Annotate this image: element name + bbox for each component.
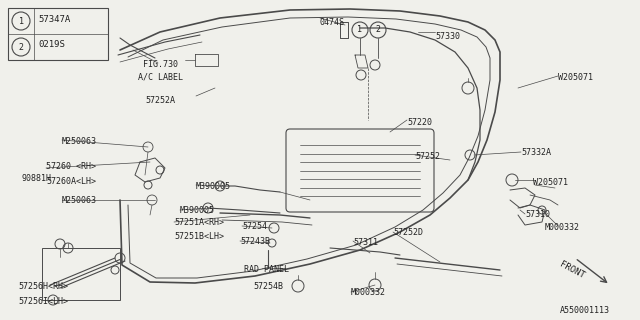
Text: 57330: 57330 bbox=[435, 32, 460, 41]
Text: M000332: M000332 bbox=[545, 223, 580, 232]
Text: W205071: W205071 bbox=[533, 178, 568, 187]
Text: A550001113: A550001113 bbox=[560, 306, 610, 315]
Text: 57252D: 57252D bbox=[393, 228, 423, 237]
Bar bbox=[42, 248, 120, 300]
Text: M000332: M000332 bbox=[351, 288, 386, 297]
Text: RAD PANEL: RAD PANEL bbox=[244, 265, 289, 274]
Text: M390005: M390005 bbox=[196, 182, 231, 191]
Bar bbox=[8, 8, 108, 60]
Text: 57260 <RH>: 57260 <RH> bbox=[46, 162, 96, 171]
Text: 90881H: 90881H bbox=[22, 174, 52, 183]
Text: 0474S: 0474S bbox=[320, 18, 345, 27]
Text: 2: 2 bbox=[376, 26, 381, 35]
Text: 57332A: 57332A bbox=[521, 148, 551, 157]
Text: 57220: 57220 bbox=[407, 118, 432, 127]
Text: 57251A<RH>: 57251A<RH> bbox=[174, 218, 224, 227]
Text: M250063: M250063 bbox=[62, 137, 97, 146]
Text: A/C LABEL: A/C LABEL bbox=[138, 73, 183, 82]
Text: W205071: W205071 bbox=[558, 73, 593, 82]
Text: 57254: 57254 bbox=[242, 222, 267, 231]
Text: 2: 2 bbox=[19, 43, 24, 52]
Text: M250063: M250063 bbox=[62, 196, 97, 205]
Text: FIG.730: FIG.730 bbox=[143, 60, 178, 69]
Text: 57251B<LH>: 57251B<LH> bbox=[174, 232, 224, 241]
Text: 57310: 57310 bbox=[525, 210, 550, 219]
Text: 0219S: 0219S bbox=[38, 40, 65, 49]
Text: FRONT: FRONT bbox=[558, 260, 586, 281]
Text: 1: 1 bbox=[358, 26, 362, 35]
Text: 57347A: 57347A bbox=[38, 15, 70, 24]
Text: 57252: 57252 bbox=[415, 152, 440, 161]
Text: 57243B: 57243B bbox=[240, 237, 270, 246]
Text: 57311: 57311 bbox=[353, 238, 378, 247]
Text: 57254B: 57254B bbox=[253, 282, 283, 291]
Text: M390005: M390005 bbox=[180, 206, 215, 215]
Text: 57256H<RH>: 57256H<RH> bbox=[18, 282, 68, 291]
Text: 57252A: 57252A bbox=[145, 96, 175, 105]
Text: 57260A<LH>: 57260A<LH> bbox=[46, 177, 96, 186]
Text: 57256I<LH>: 57256I<LH> bbox=[18, 297, 68, 306]
Text: 1: 1 bbox=[19, 17, 24, 26]
